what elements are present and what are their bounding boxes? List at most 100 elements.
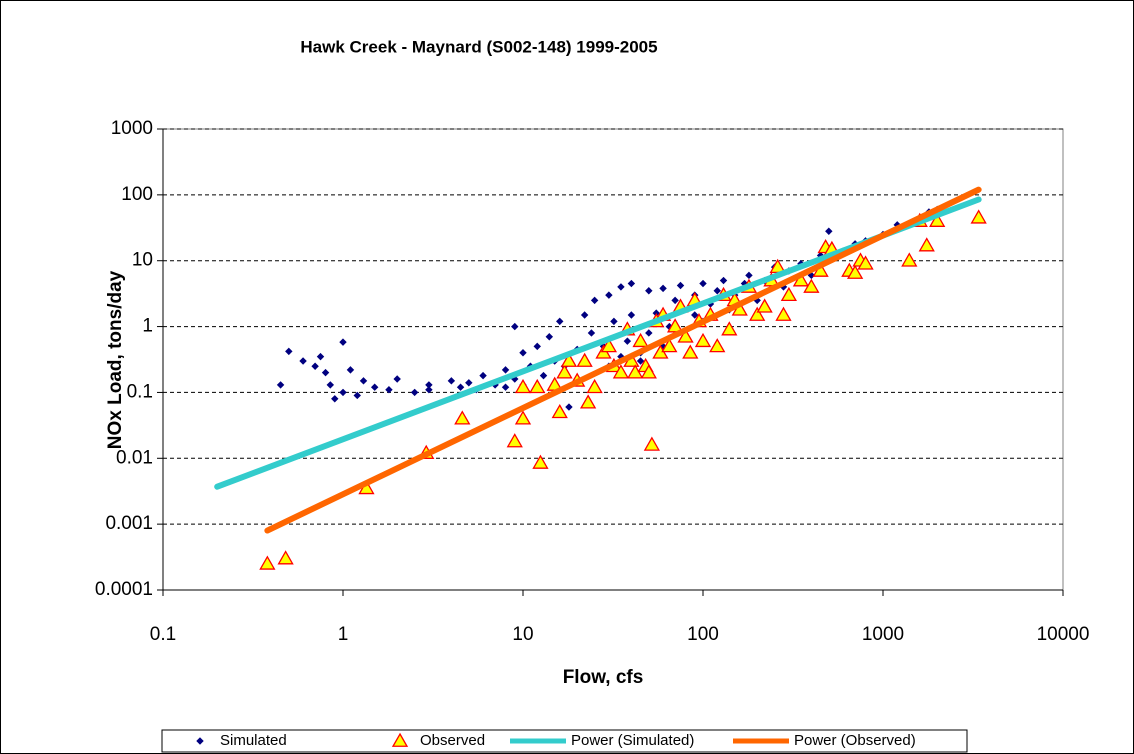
- triangle-point: [259, 555, 276, 570]
- triangle-point: [560, 352, 578, 367]
- triangle-point: [857, 255, 874, 270]
- point: [587, 329, 596, 337]
- triangle-point: [749, 306, 766, 321]
- triangle-point: [803, 278, 820, 293]
- legend-marker: [196, 737, 204, 745]
- point: [645, 329, 653, 337]
- triangle-point: [640, 364, 657, 379]
- y-tick-label: 10: [132, 250, 153, 271]
- point: [276, 381, 285, 389]
- triangle-point: [612, 364, 630, 379]
- point: [501, 366, 510, 374]
- triangle-point: [529, 378, 546, 394]
- point: [353, 391, 361, 400]
- triangle-point: [643, 436, 661, 451]
- point: [691, 311, 699, 319]
- triangle-point: [846, 264, 864, 279]
- triangle-point: [970, 209, 987, 224]
- triangle-point: [532, 454, 549, 469]
- triangle-point: [600, 338, 618, 353]
- point: [285, 347, 293, 356]
- legend-label: Observed: [420, 732, 485, 749]
- point: [393, 375, 401, 383]
- x-tick-label: 0.1: [150, 624, 176, 645]
- legend-marker: [391, 732, 409, 747]
- plot-area: [162, 128, 1064, 591]
- point: [825, 227, 833, 235]
- triangle-point: [756, 298, 773, 313]
- y-tick-label: 0.0001: [95, 579, 153, 600]
- y-tick-label: 100: [121, 184, 153, 205]
- point: [299, 357, 307, 365]
- point: [410, 388, 419, 397]
- triangle-point: [551, 403, 568, 419]
- point: [385, 385, 393, 394]
- point: [339, 338, 347, 346]
- point: [745, 271, 753, 280]
- y-tick-label: 0.001: [105, 513, 153, 534]
- point: [331, 395, 339, 403]
- point: [580, 311, 589, 319]
- triangle-point: [929, 212, 946, 227]
- triangle-point: [682, 344, 699, 359]
- trend-line: [264, 186, 982, 534]
- legend-label: Simulated: [220, 732, 287, 749]
- point: [627, 279, 636, 288]
- y-tick-label: 1000: [111, 118, 153, 139]
- y-tick-label: 0.01: [116, 447, 153, 468]
- point: [326, 381, 335, 389]
- point: [617, 283, 625, 291]
- point: [519, 349, 527, 357]
- point: [539, 371, 548, 380]
- y-tick-label: 0.1: [127, 381, 153, 402]
- point: [501, 383, 510, 391]
- point: [339, 388, 347, 397]
- triangle-point: [721, 321, 738, 336]
- point: [359, 377, 368, 385]
- point: [671, 296, 679, 305]
- point: [590, 296, 599, 305]
- point: [370, 383, 379, 391]
- triangle-point: [632, 332, 649, 348]
- point: [311, 362, 319, 370]
- x-tick-label: 1000: [862, 624, 904, 645]
- point: [636, 357, 645, 365]
- point: [627, 311, 636, 319]
- y-tick-label: 1: [142, 316, 153, 337]
- point: [645, 287, 653, 295]
- triangle-point: [586, 378, 603, 394]
- point: [479, 371, 487, 380]
- point: [456, 383, 465, 391]
- chart-title: Hawk Creek - Maynard (S002-148) 1999-200…: [300, 37, 657, 56]
- triangle-point: [775, 306, 792, 321]
- x-tick-label: 100: [687, 624, 719, 645]
- point: [565, 403, 573, 411]
- point: [533, 342, 541, 351]
- point: [447, 377, 456, 385]
- point: [699, 279, 707, 288]
- point: [511, 322, 519, 331]
- triangle-point: [514, 378, 532, 394]
- legend-label: Power (Simulated): [571, 732, 694, 749]
- triangle-point: [694, 332, 712, 348]
- point: [346, 366, 355, 374]
- point: [556, 317, 564, 326]
- x-tick-label: 1: [338, 624, 349, 645]
- point: [316, 352, 325, 361]
- x-tick-label: 10: [512, 624, 533, 645]
- y-axis-label: NOx Load, tons/day: [105, 270, 126, 449]
- x-tick-label: 10000: [1037, 624, 1090, 645]
- triangle-point: [506, 433, 523, 448]
- triangle-point: [709, 338, 726, 353]
- point: [807, 271, 816, 280]
- point: [425, 385, 433, 394]
- triangle-point: [556, 364, 573, 379]
- point: [713, 287, 721, 295]
- point: [605, 291, 613, 299]
- triangle-point: [901, 252, 918, 267]
- point: [676, 281, 685, 290]
- triangle-point: [677, 328, 694, 343]
- x-axis-label: Flow, cfs: [563, 667, 644, 688]
- point: [465, 379, 473, 387]
